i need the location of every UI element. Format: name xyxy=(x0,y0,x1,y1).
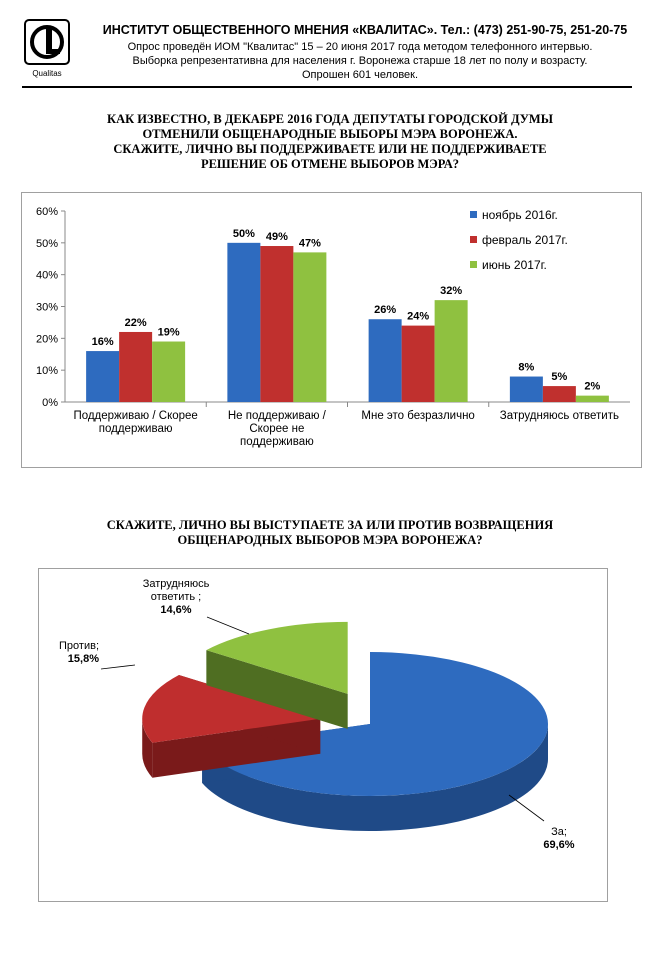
pie-category-label: Против; xyxy=(59,640,99,652)
pie-slice xyxy=(142,674,321,743)
bar-value-label: 49% xyxy=(266,231,288,243)
legend-swatch xyxy=(470,211,477,218)
question-1-line-2: ОТМЕНИЛИ ОБЩЕНАРОДНЫЕ ВЫБОРЫ МЭРА ВОРОНЕ… xyxy=(142,127,518,141)
legend-swatch xyxy=(470,261,477,268)
y-tick-label: 30% xyxy=(36,302,58,314)
logo-text: Qualitas xyxy=(32,69,61,78)
bar xyxy=(401,325,435,402)
x-category-label: Мне это безразлично xyxy=(361,410,474,422)
pie-category-label: За; xyxy=(551,826,567,838)
y-tick-label: 40% xyxy=(36,270,58,282)
bar-value-label: 16% xyxy=(92,336,114,348)
x-category-label: поддерживаю xyxy=(99,423,173,435)
y-tick-label: 50% xyxy=(36,238,58,250)
question-1: КАК ИЗВЕСТНО, В ДЕКАБРЕ 2016 ГОДА ДЕПУТА… xyxy=(40,112,620,172)
y-tick-label: 60% xyxy=(36,206,58,218)
pie-slice xyxy=(202,652,548,796)
question-2-line-2: ОБЩЕНАРОДНЫХ ВЫБОРОВ МЭРА ВОРОНЕЖА? xyxy=(177,533,483,547)
header-line-2: Выборка репрезентативна для населения г.… xyxy=(132,55,588,67)
x-category-label: поддерживаю xyxy=(240,436,314,448)
pie-slice-group xyxy=(142,674,321,778)
y-tick-label: 20% xyxy=(36,333,58,345)
pie-leader-line xyxy=(206,616,250,635)
bar-value-label: 47% xyxy=(299,237,321,249)
pie-category-label: ответить ; xyxy=(151,591,201,603)
header-line-1: Опрос проведён ИОМ "Квалитас" 15 – 20 ию… xyxy=(127,41,593,53)
bar xyxy=(119,331,153,402)
bar-value-label: 2% xyxy=(584,381,600,393)
question-1-line-4: РЕШЕНИЕ ОБ ОТМЕНЕ ВЫБОРОВ МЭРА? xyxy=(200,157,460,171)
y-tick-label: 0% xyxy=(42,397,58,409)
question-1-line-3: СКАЖИТЕ, ЛИЧНО ВЫ ПОДДЕРЖИВАЕТЕ ИЛИ НЕ П… xyxy=(113,142,547,156)
bar xyxy=(260,246,294,402)
pie-value-label: 14,6% xyxy=(160,604,191,616)
bar xyxy=(152,341,186,402)
legend-label: ноябрь 2016г. xyxy=(482,208,558,222)
pie-slice-group xyxy=(206,621,348,729)
legend-label: июнь 2017г. xyxy=(482,258,547,272)
x-category-label: Затрудняюсь ответить xyxy=(500,410,619,422)
bar xyxy=(227,242,261,402)
pie-value-label: 15,8% xyxy=(68,653,99,665)
bar xyxy=(434,300,468,402)
bar-value-label: 24% xyxy=(407,311,429,323)
pie-slice-cut xyxy=(206,650,348,729)
bar-value-label: 22% xyxy=(125,317,147,329)
header-title: ИНСТИТУТ ОБЩЕСТВЕННОГО МНЕНИЯ «КВАЛИТАС»… xyxy=(102,23,628,37)
bar-value-label: 26% xyxy=(374,304,396,316)
question-1-line-1: КАК ИЗВЕСТНО, В ДЕКАБРЕ 2016 ГОДА ДЕПУТА… xyxy=(107,112,553,126)
x-category-label: Не поддерживаю / xyxy=(228,410,327,422)
bar-value-label: 32% xyxy=(440,285,462,297)
bar xyxy=(368,319,402,402)
pie-chart-frame: За; 69,6% Против; 15,8% Затрудняюсь ответить … xyxy=(38,568,608,902)
bar-value-label: 5% xyxy=(551,371,567,383)
y-tick-label: 10% xyxy=(36,365,58,377)
pie-value-label: 69,6% xyxy=(543,839,574,851)
legend-label: февраль 2017г. xyxy=(482,233,568,247)
legend-swatch xyxy=(470,236,477,243)
bar xyxy=(86,351,120,402)
x-category-label: Поддерживаю / Скорее xyxy=(73,410,197,422)
bar-value-label: 50% xyxy=(233,228,255,240)
pie-leader-line xyxy=(100,664,136,670)
pie-slice xyxy=(206,621,348,694)
question-2: СКАЖИТЕ, ЛИЧНО ВЫ ВЫСТУПАЕТЕ ЗА ИЛИ ПРОТ… xyxy=(40,518,620,548)
pie-leader-line xyxy=(508,794,545,822)
bar xyxy=(293,252,327,402)
bar xyxy=(509,376,543,402)
header-divider xyxy=(22,86,632,88)
bar-chart-frame: 0% 10% 20% 30% 40% 50% 60% 16% 22% 19% Поддерживаю… xyxy=(21,192,642,468)
bar-chart: 0% 10% 20% 30% 40% 50% 60% 16% 22% 19% Поддерживаю… xyxy=(36,206,630,448)
bar xyxy=(575,395,609,402)
bar xyxy=(542,386,576,402)
question-2-line-1: СКАЖИТЕ, ЛИЧНО ВЫ ВЫСТУПАЕТЕ ЗА ИЛИ ПРОТ… xyxy=(106,518,554,532)
header-line-3: Опрошен 601 человек. xyxy=(301,69,419,81)
x-category-label: Скорее не xyxy=(249,423,304,435)
pie-chart: За;69,6% Против;15,8% Затрудняюсьответить … xyxy=(59,578,575,851)
pie-category-label: Затрудняюсь xyxy=(143,578,210,590)
pie-slice-side xyxy=(142,718,153,778)
bar-value-label: 19% xyxy=(158,327,180,339)
pie-slice-side xyxy=(202,724,548,831)
qualitas-logo: Qualitas xyxy=(24,19,70,78)
bar-value-label: 8% xyxy=(518,362,534,374)
